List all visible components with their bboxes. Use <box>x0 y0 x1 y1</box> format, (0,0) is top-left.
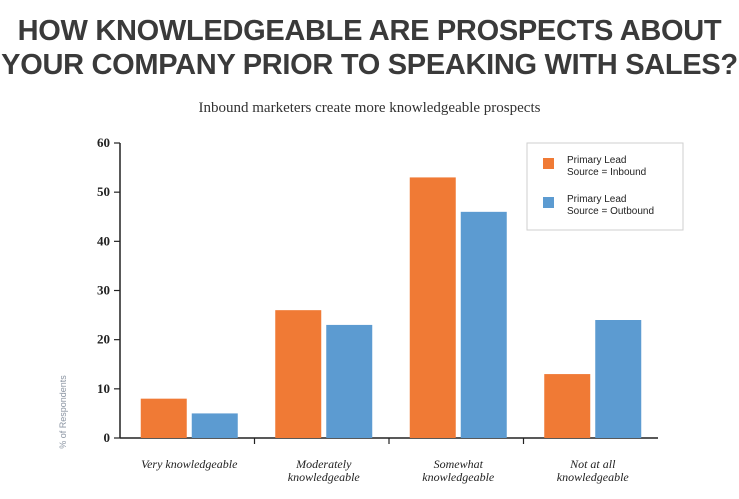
chart-title-line-2: YOUR COMPANY PRIOR TO SPEAKING WITH SALE… <box>1 49 738 81</box>
y-tick-label: 20 <box>97 332 110 347</box>
bar-outbound <box>460 211 507 438</box>
x-category-label: knowledgeable <box>557 470 630 484</box>
legend-swatch <box>543 158 554 169</box>
legend-label: Primary Lead <box>567 155 626 166</box>
x-category-label: Moderately <box>295 457 352 471</box>
y-tick-label: 0 <box>104 430 111 445</box>
y-tick-label: 30 <box>97 283 110 298</box>
x-category-label: knowledgeable <box>422 470 495 484</box>
bar-inbound <box>544 374 591 438</box>
x-category-label: Not at all <box>569 457 616 471</box>
bar-outbound <box>326 324 373 438</box>
chart-title-line-1: HOW KNOWLEDGEABLE ARE PROSPECTS ABOUT <box>17 15 722 47</box>
bar-outbound <box>191 413 238 438</box>
chart-subtitle: Inbound marketers create more knowledgea… <box>198 100 541 116</box>
bar-inbound <box>275 310 322 438</box>
x-category-label: Very knowledgeable <box>141 457 238 471</box>
legend-box <box>526 142 684 231</box>
y-tick-label: 40 <box>97 233 110 248</box>
y-tick-label: 10 <box>97 381 110 396</box>
bar-inbound <box>140 398 187 438</box>
legend-label: Source = Inbound <box>567 167 646 178</box>
y-tick-label: 60 <box>97 135 110 150</box>
y-axis-title: % of Respondents <box>58 375 68 449</box>
x-category-label: Somewhat <box>434 457 484 471</box>
y-tick-label: 50 <box>97 184 110 199</box>
x-category-label: knowledgeable <box>288 470 361 484</box>
legend-label: Source = Outbound <box>567 206 654 217</box>
bar-outbound <box>595 320 642 438</box>
chart-title: HOW KNOWLEDGEABLE ARE PROSPECTS ABOUT YO… <box>0 14 739 82</box>
bar-inbound <box>409 177 456 438</box>
legend-label: Primary Lead <box>567 194 626 205</box>
legend-swatch <box>543 197 554 208</box>
